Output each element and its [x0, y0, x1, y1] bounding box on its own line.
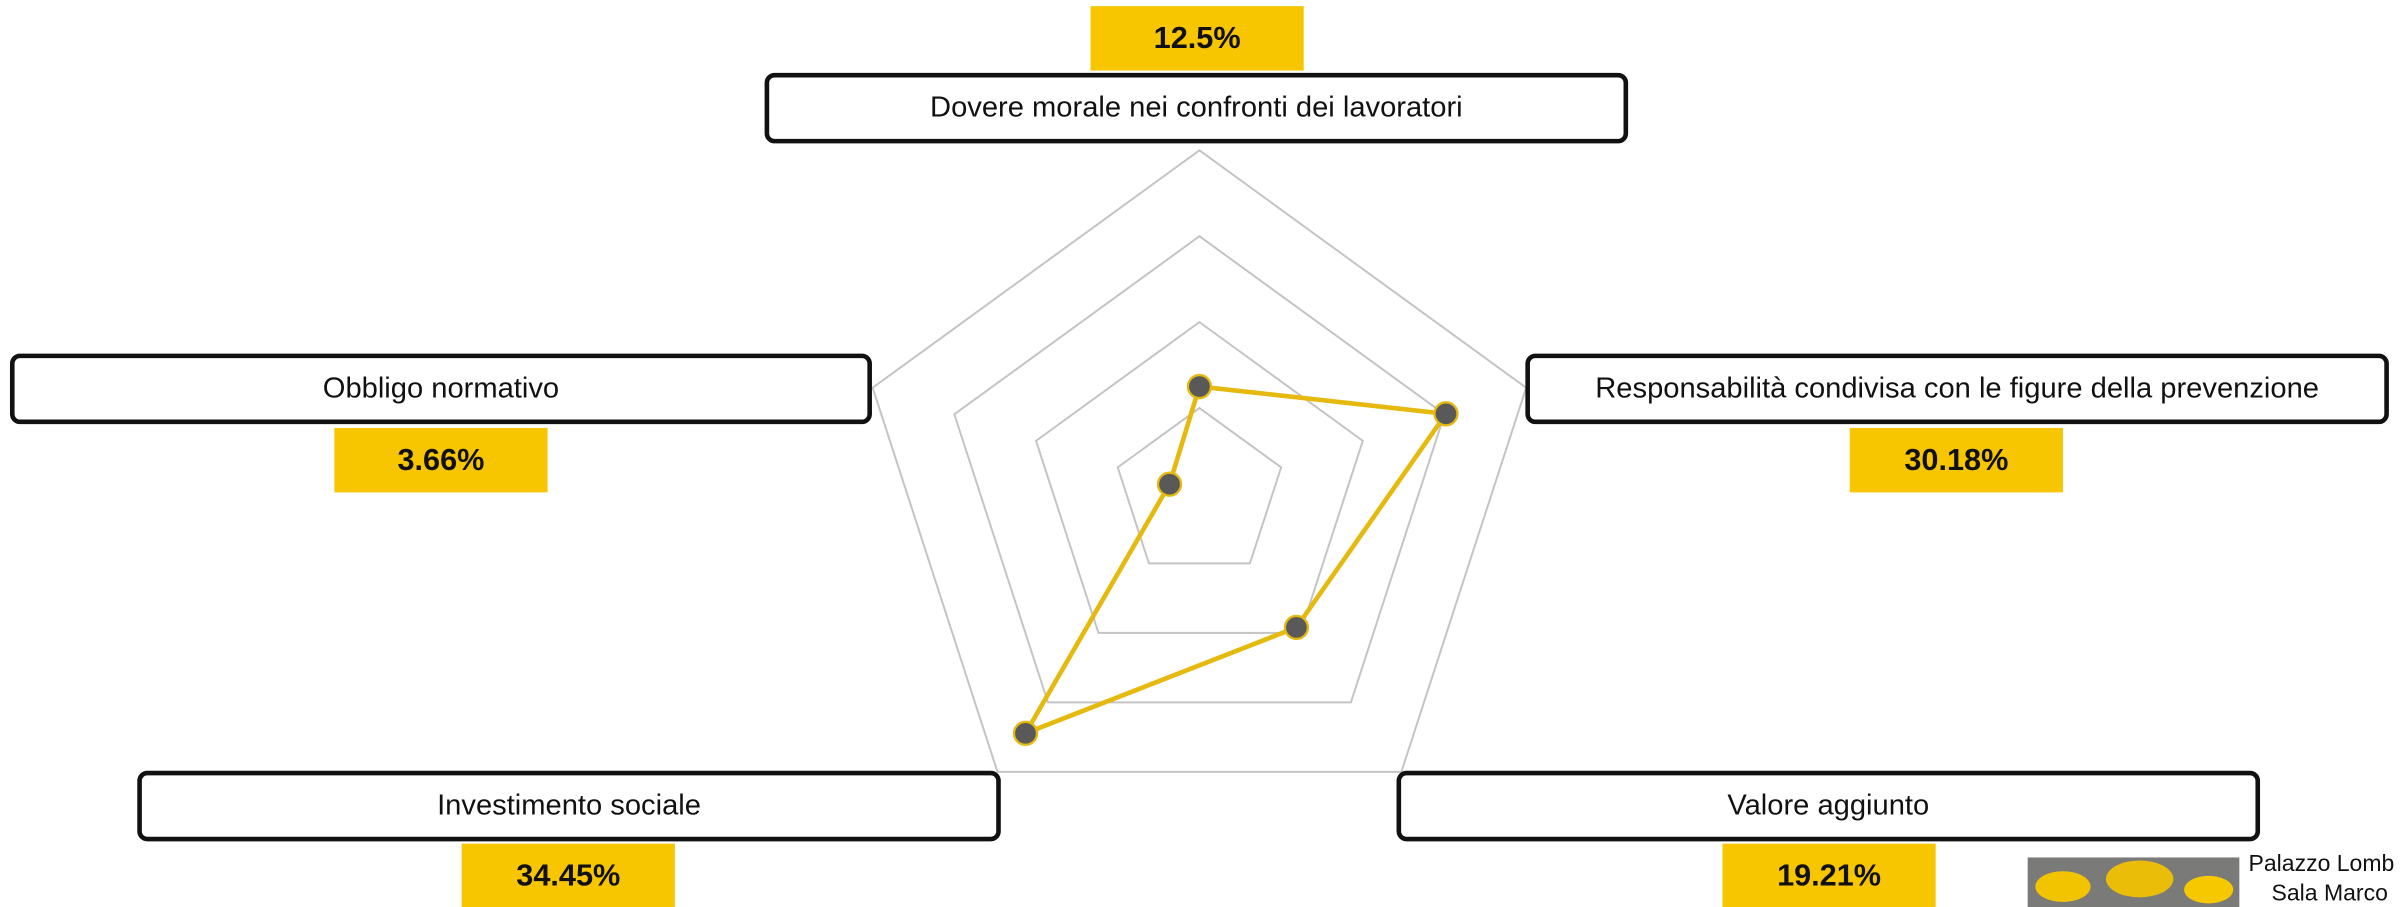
- data-point: [1434, 402, 1457, 425]
- chart: Palazzo Lomb Sala Marco Dovere morale ne…: [0, 0, 2405, 907]
- footer-line: Palazzo Lomb: [2249, 850, 2395, 876]
- photo: [2028, 857, 2240, 907]
- grid-ring: [1118, 408, 1281, 563]
- value-label: 34.45%: [516, 859, 620, 893]
- value-label: 12.5%: [1154, 21, 1241, 55]
- grid-ring: [1036, 322, 1363, 633]
- footer-line: Sala Marco: [2272, 879, 2388, 905]
- grid-ring: [873, 150, 1527, 772]
- data-point: [1158, 473, 1181, 496]
- data-line: [1026, 387, 1446, 734]
- category-label: Responsabilità condivisa con le figure d…: [1595, 372, 2319, 404]
- value-label: 3.66%: [398, 443, 485, 477]
- category-label: Valore aggiunto: [1727, 790, 1929, 822]
- category-label: Investimento sociale: [437, 790, 701, 822]
- value-label: 19.21%: [1777, 859, 1881, 893]
- data-point: [1014, 722, 1037, 745]
- category-label: Dovere morale nei confronti dei lavorato…: [930, 92, 1463, 124]
- page: Palazzo Lomb Sala Marco Dovere morale ne…: [0, 0, 2405, 907]
- data-point: [1285, 616, 1308, 639]
- category-label: Obbligo normativo: [323, 372, 559, 404]
- value-label: 30.18%: [1904, 443, 2008, 477]
- data-point: [1188, 375, 1211, 398]
